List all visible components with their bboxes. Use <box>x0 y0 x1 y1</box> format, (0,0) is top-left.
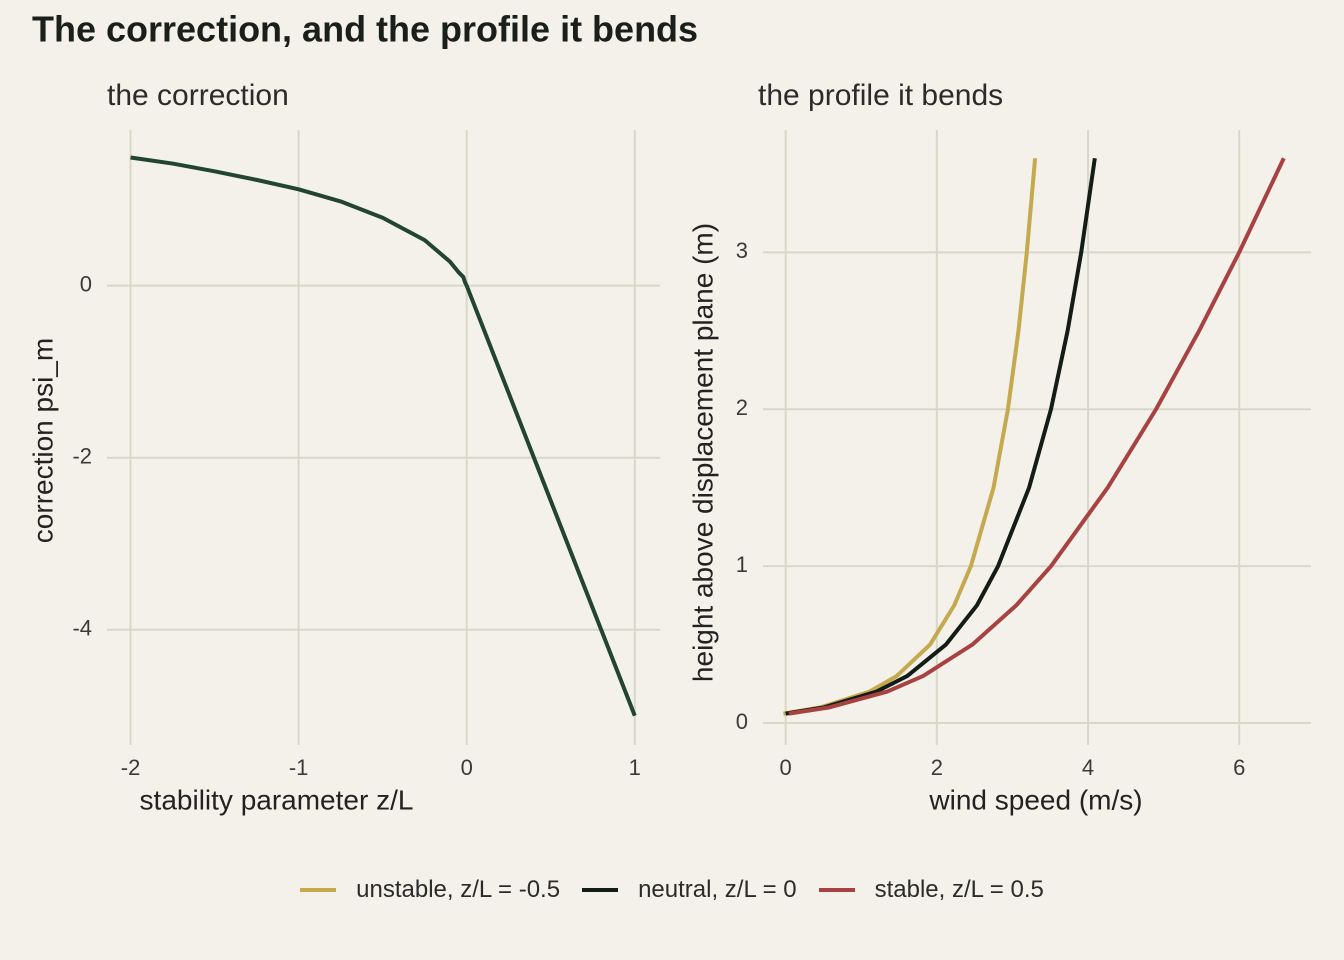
y-tick-label: 3 <box>736 238 748 263</box>
y-tick-label: 2 <box>736 395 748 420</box>
x-tick-label: -2 <box>121 755 141 780</box>
legend-swatch <box>582 888 619 892</box>
panel-subtitle: the profile it bends <box>758 79 1003 112</box>
x-tick-label: 2 <box>931 755 943 780</box>
panel-subtitle: the correction <box>107 79 289 112</box>
y-tick-label: -4 <box>72 616 92 641</box>
legend: unstable, z/L = -0.5 neutral, z/L = 0 stab… <box>0 872 1344 908</box>
line <box>130 155 637 717</box>
x-tick-label: -1 <box>289 755 309 780</box>
y-axis-title: correction psi_m <box>27 338 58 543</box>
y-tick-label: 0 <box>80 271 92 296</box>
legend-item: neutral, z/L = 0 <box>582 876 797 904</box>
x-axis-title: stability parameter z/L <box>140 784 414 815</box>
line <box>788 157 1286 716</box>
legend-swatch <box>300 888 337 892</box>
x-tick-label: 6 <box>1233 755 1245 780</box>
x-tick-label: 1 <box>629 755 641 780</box>
legend-label: stable, z/L = 0.5 <box>874 876 1044 903</box>
y-axis-title: height above displacement plane (m) <box>687 223 718 682</box>
x-tick-label: 0 <box>780 755 792 780</box>
legend-item: stable, z/L = 0.5 <box>818 876 1044 904</box>
x-tick-label: 0 <box>461 755 473 780</box>
line <box>785 157 1097 716</box>
x-axis-title: wind speed (m/s) <box>928 784 1142 815</box>
legend-item: unstable, z/L = -0.5 <box>300 876 560 904</box>
legend-swatch <box>818 888 855 892</box>
x-tick-label: 4 <box>1082 755 1094 780</box>
chart-title: The correction, and the profile it bends <box>32 9 698 50</box>
legend-label: unstable, z/L = -0.5 <box>356 876 561 903</box>
y-tick-label: -2 <box>72 444 92 469</box>
legend-label: neutral, z/L = 0 <box>638 876 797 903</box>
line <box>783 158 1038 716</box>
y-tick-label: 1 <box>736 552 748 577</box>
y-tick-label: 0 <box>736 709 748 734</box>
